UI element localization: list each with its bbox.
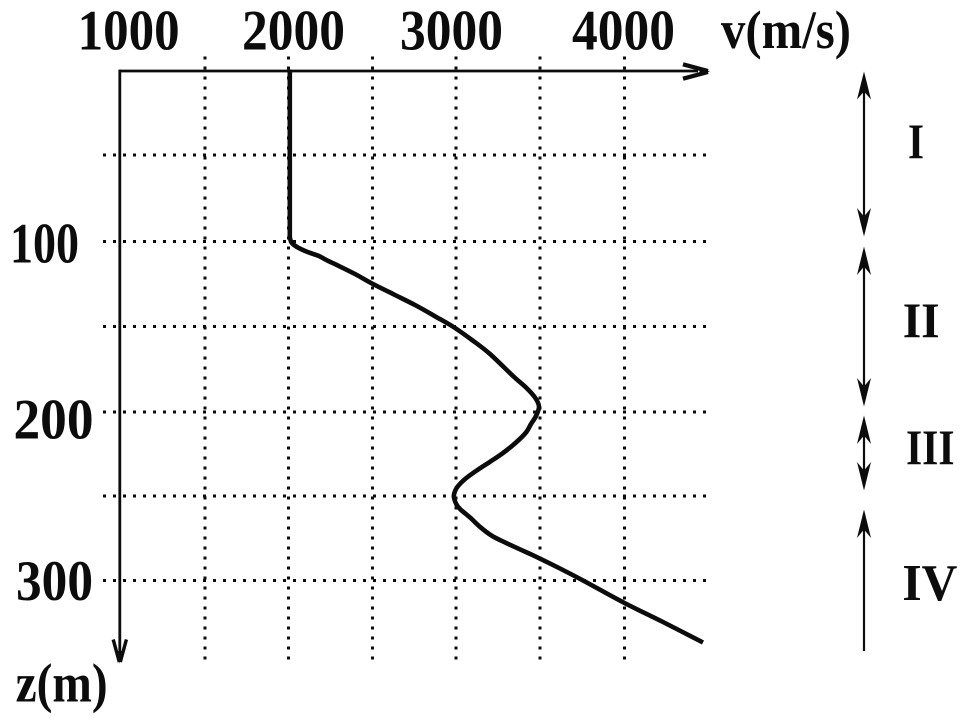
svg-text:200: 200	[14, 389, 94, 452]
svg-text:100: 100	[10, 213, 79, 276]
svg-text:III: III	[906, 419, 955, 475]
svg-text:2000: 2000	[242, 0, 345, 63]
svg-text:II: II	[903, 292, 940, 348]
svg-text:IV: IV	[902, 555, 957, 612]
svg-text:I: I	[908, 113, 924, 169]
svg-text:v(m/s): v(m/s)	[721, 0, 851, 60]
svg-text:z(m): z(m)	[16, 653, 108, 714]
svg-text:1000: 1000	[78, 0, 180, 63]
svg-text:3000: 3000	[400, 0, 503, 63]
svg-text:4000: 4000	[572, 0, 675, 63]
svg-text:300: 300	[16, 550, 93, 613]
